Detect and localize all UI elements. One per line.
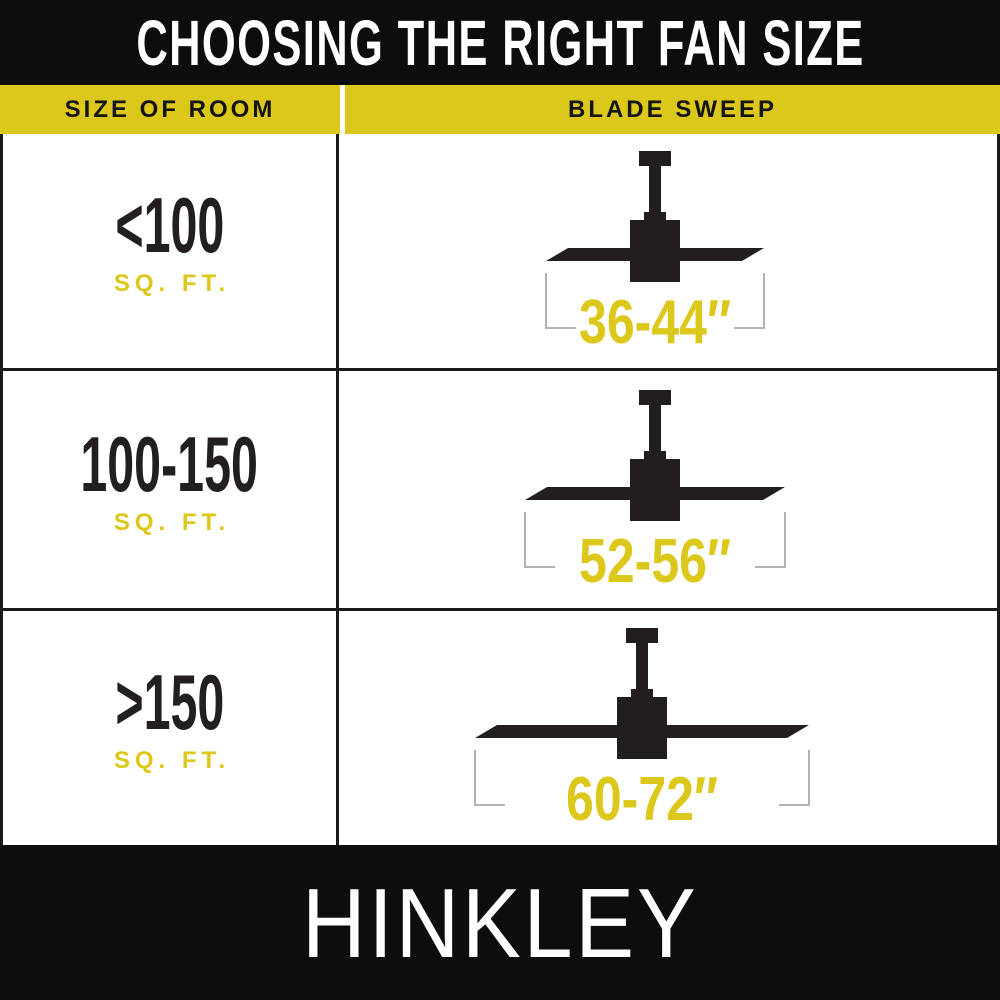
blade-sweep-value: 36-44″	[579, 288, 731, 351]
ceiling-fan-icon: 52-56″	[524, 389, 786, 590]
room-unit-label: SQ. FT.	[113, 747, 231, 774]
blade-sweep-value: 60-72″	[566, 765, 718, 828]
footer-bar: HINKLEY	[0, 845, 1000, 1000]
brand-logo: HINKLEY	[301, 867, 699, 978]
header-bar: CHOOSING THE RIGHT FAN SIZE	[0, 0, 1000, 85]
column-header-room: SIZE OF ROOM	[64, 95, 276, 123]
ceiling-fan-icon: 60-72″	[474, 628, 810, 828]
column-header-sweep: BLADE SWEEP	[567, 95, 777, 123]
room-unit-label: SQ. FT.	[113, 508, 231, 536]
room-size-value: <100	[115, 181, 224, 269]
measurement-bracket	[524, 511, 786, 568]
blade-sweep-value: 52-56″	[579, 527, 731, 590]
page-title: CHOOSING THE RIGHT FAN SIZE	[135, 6, 865, 79]
room-size-value: 100-150	[80, 419, 259, 508]
fan-glyph	[525, 389, 785, 521]
blade-sweep-cell: 36-44″	[339, 134, 997, 368]
column-header-sweep-cell: BLADE SWEEP	[345, 85, 1000, 134]
column-header-room-cell: SIZE OF ROOM	[0, 85, 345, 134]
blade-sweep-cell: 52-56″	[339, 371, 997, 608]
table-row: 100-150 SQ. FT. 52-56″	[3, 368, 997, 608]
room-unit-label: SQ. FT.	[113, 270, 231, 297]
measurement-bracket	[474, 750, 810, 806]
measurement-bracket	[545, 273, 765, 329]
fan-glyph	[475, 628, 809, 759]
room-size-cell: <100 SQ. FT.	[3, 134, 339, 368]
ceiling-fan-icon: 36-44″	[545, 151, 765, 351]
table-row: <100 SQ. FT. 36-44″	[3, 134, 997, 368]
blade-sweep-cell: 60-72″	[339, 611, 997, 845]
room-size-cell: >150 SQ. FT.	[3, 611, 339, 845]
room-size-value: >150	[115, 658, 224, 746]
fan-glyph	[546, 151, 764, 282]
size-guide-table: <100 SQ. FT. 36-44″	[0, 134, 1000, 845]
table-row: >150 SQ. FT. 60-72″	[3, 608, 997, 845]
column-header-band: SIZE OF ROOM BLADE SWEEP	[0, 85, 1000, 134]
room-size-cell: 100-150 SQ. FT.	[3, 371, 339, 608]
